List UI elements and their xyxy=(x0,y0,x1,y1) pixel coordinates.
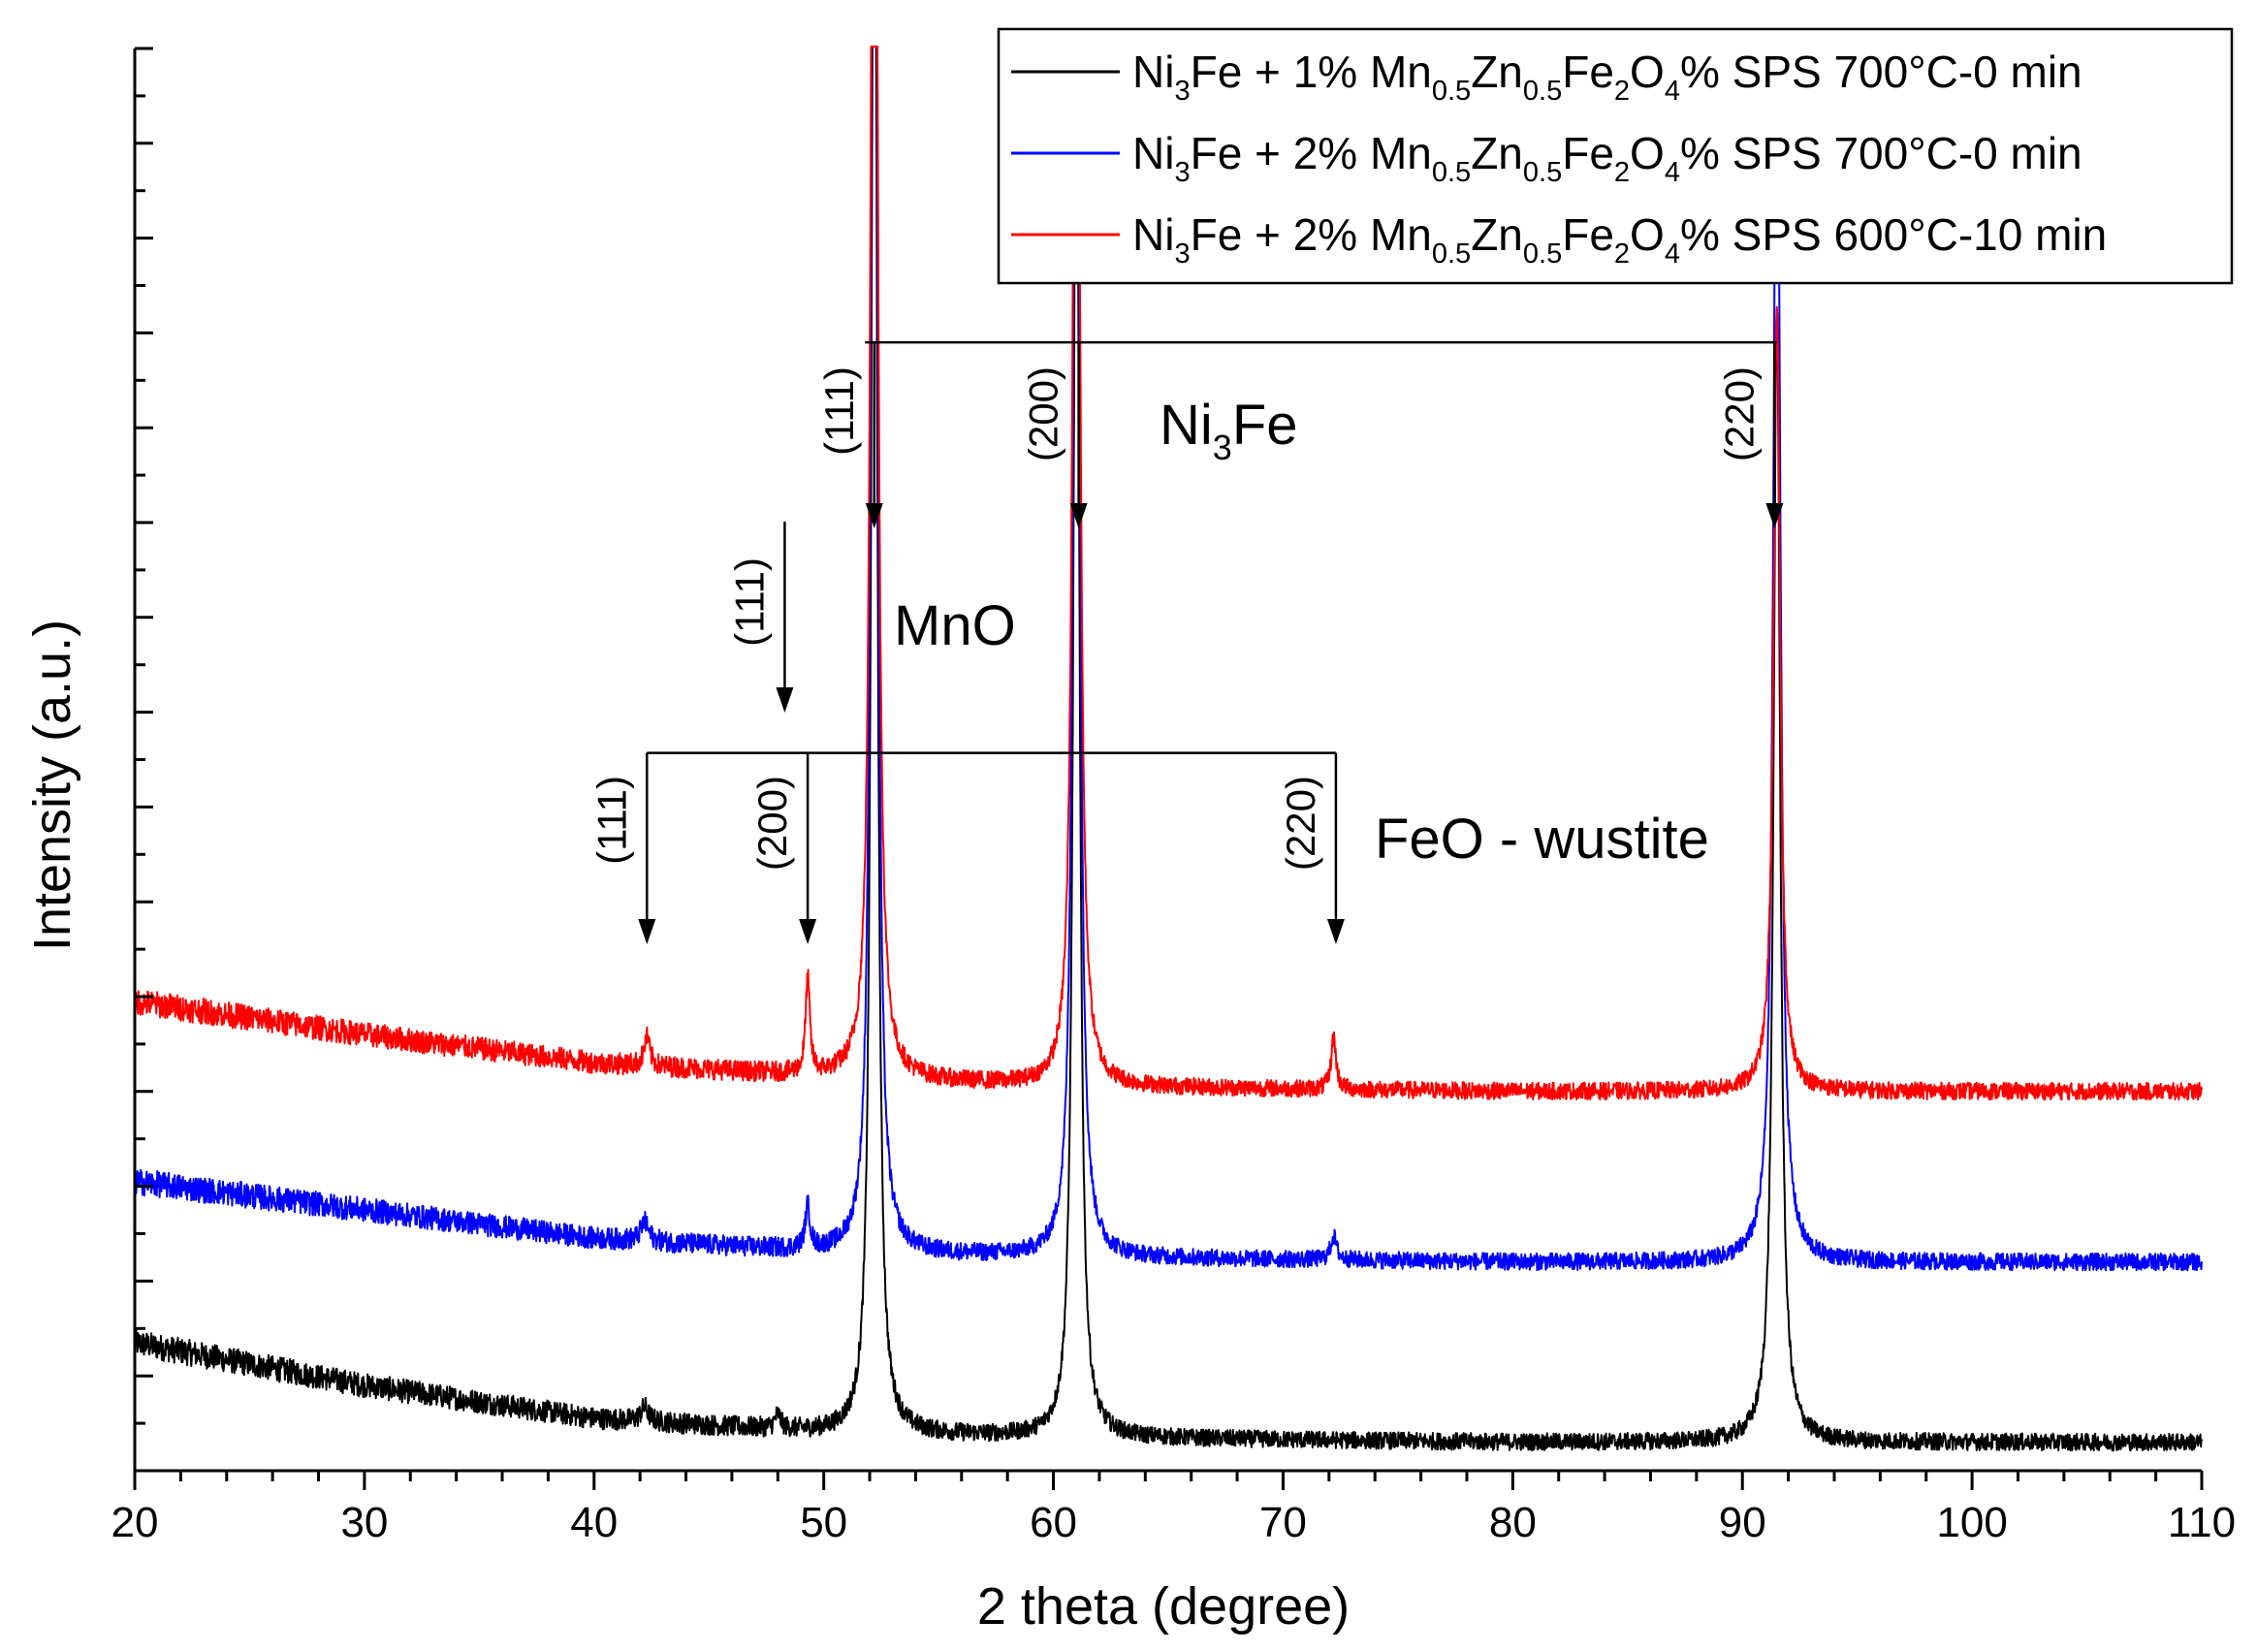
ni3fe-peak-label: (111) xyxy=(816,366,862,456)
feo-peak-label: (111) xyxy=(588,776,634,865)
ni3fe-arrowhead xyxy=(1765,503,1784,528)
mno-arrow-head xyxy=(776,687,794,713)
subscript: 3 xyxy=(1174,76,1190,107)
subscript: 0.5 xyxy=(1523,238,1562,270)
subscript: 3 xyxy=(1174,157,1190,188)
text-segment: % SPS 600°C-10 min xyxy=(1680,209,2107,260)
text-segment: Zn xyxy=(1471,47,1523,97)
mno-peak-label: (111) xyxy=(726,557,772,647)
text-segment: O xyxy=(1630,128,1665,178)
feo-phase-label: FeO - wustite xyxy=(1375,808,1709,871)
text-segment: Ni xyxy=(1132,209,1174,260)
feo-peak-label: (200) xyxy=(749,776,795,871)
feo-arrowhead xyxy=(1326,919,1345,944)
text-segment: Ni xyxy=(1132,128,1174,178)
subscript: 0.5 xyxy=(1432,76,1471,107)
mno-phase-label: MnO xyxy=(894,594,1016,657)
subscript: 2 xyxy=(1614,76,1630,107)
text-segment: Fe + 2% Mn xyxy=(1191,128,1432,178)
text-segment: Fe xyxy=(1562,47,1614,97)
x-tick-label: 40 xyxy=(570,1499,618,1546)
ni3fe-peak-label: (220) xyxy=(1716,366,1762,461)
text-segment: O xyxy=(1630,209,1665,260)
text-segment: O xyxy=(1630,47,1665,97)
text-segment: Fe + 2% Mn xyxy=(1191,209,1432,260)
series-line-1 xyxy=(134,46,2203,1452)
annotations: (111) (200) (220) Ni3Fe (111) MnO (111) (200) (2… xyxy=(588,340,1784,944)
legend: Ni3Fe + 1% Mn0.5Zn0.5Fe2O4% SPS 700°C-0 … xyxy=(997,27,2234,285)
subscript: 3 xyxy=(1174,238,1190,270)
x-axis-title: 2 theta (degree) xyxy=(977,1577,1350,1636)
x-tick-label: 20 xyxy=(111,1499,159,1546)
subscript: 0.5 xyxy=(1432,238,1471,270)
x-tick-label: 50 xyxy=(800,1499,847,1546)
subscript: 2 xyxy=(1614,157,1630,188)
text-segment: Zn xyxy=(1471,128,1523,178)
ni3fe-arrowhead xyxy=(865,503,883,528)
subscript: 4 xyxy=(1665,157,1680,188)
subscript: 2 xyxy=(1614,238,1630,270)
y-axis-title: Intensity (a.u.) xyxy=(23,620,81,951)
subscript: 4 xyxy=(1665,76,1680,107)
ni3fe-peak-label: (200) xyxy=(1021,366,1066,461)
text-segment: Fe xyxy=(1562,209,1614,260)
ni3fe-phase-label: Ni3Fe xyxy=(1160,394,1298,467)
subscript: 0.5 xyxy=(1523,76,1562,107)
feo-arrowhead xyxy=(799,919,817,944)
feo-arrowhead xyxy=(638,919,656,944)
series-layer xyxy=(134,46,2203,1452)
text-segment: Ni xyxy=(1132,47,1174,97)
x-tick-label: 100 xyxy=(1936,1499,2007,1546)
series-line-3 xyxy=(134,46,2203,1101)
x-tick-label: 70 xyxy=(1259,1499,1307,1546)
subscript: 0.5 xyxy=(1523,157,1562,188)
ni3fe-arrowhead xyxy=(1069,503,1088,528)
subscript: 4 xyxy=(1665,238,1680,270)
text-segment: Ni xyxy=(1160,394,1213,457)
x-tick-label: 60 xyxy=(1030,1499,1077,1546)
text-segment: Fe xyxy=(1562,128,1614,178)
text-segment: % SPS 700°C-0 min xyxy=(1680,47,2082,97)
x-tick-label: 110 xyxy=(2168,1499,2236,1546)
text-segment: Fe xyxy=(1232,394,1298,457)
x-tick-label: 30 xyxy=(340,1499,388,1546)
axes: 20 30 40 50 60 70 80 90 100 110 xyxy=(111,47,2236,1546)
legend-entry-2: Ni3Fe + 2% Mn0.5Zn0.5Fe2O4% SPS 700°C-0 … xyxy=(1132,128,2082,188)
x-tick-label: 90 xyxy=(1719,1499,1766,1546)
series-line-2 xyxy=(134,46,2203,1272)
legend-entry-1: Ni3Fe + 1% Mn0.5Zn0.5Fe2O4% SPS 700°C-0 … xyxy=(1132,47,2082,107)
text-segment: % SPS 700°C-0 min xyxy=(1680,128,2082,178)
feo-peak-label: (220) xyxy=(1278,776,1323,871)
subscript: 3 xyxy=(1213,428,1232,467)
legend-box xyxy=(997,27,2234,285)
x-tick-label: 80 xyxy=(1489,1499,1537,1546)
subscript: 0.5 xyxy=(1432,157,1471,188)
legend-entry-3: Ni3Fe + 2% Mn0.5Zn0.5Fe2O4% SPS 600°C-10… xyxy=(1132,209,2107,270)
text-segment: Fe + 1% Mn xyxy=(1191,47,1432,97)
text-segment: Zn xyxy=(1471,209,1523,260)
